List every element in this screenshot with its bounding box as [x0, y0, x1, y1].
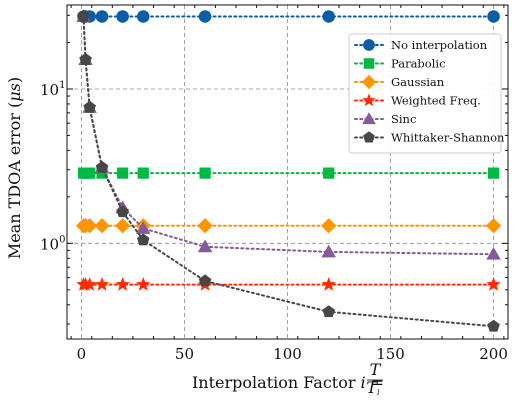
legend-entry-no-interpolation: No interpolation [354, 38, 488, 52]
x-tick-label: 0 [77, 345, 87, 363]
x-tick-label: 100 [273, 345, 302, 363]
data-point [198, 10, 212, 23]
data-point [94, 218, 110, 234]
legend-marker [363, 58, 375, 69]
data-point [115, 277, 130, 291]
data-point [115, 218, 131, 234]
axes-frame [66, 4, 509, 340]
data-point [136, 277, 151, 291]
y-tick-label: 100 [40, 234, 65, 253]
x-axis-label-fraction: T Ti [366, 360, 383, 397]
data-point [95, 160, 109, 173]
legend-marker [361, 74, 377, 90]
y-axis-label: Mean TDOA error (μs) [5, 77, 24, 259]
series-layer [75, 9, 502, 332]
legend-marker [363, 39, 375, 51]
data-point [83, 100, 96, 113]
data-point [136, 233, 150, 246]
data-point [116, 10, 129, 23]
data-point [95, 10, 109, 23]
tick-labels: 0 50 100 150 200 100 101 [40, 80, 508, 363]
series-line [82, 15, 495, 328]
legend-label: Parabolic [391, 57, 446, 71]
data-point [135, 221, 151, 234]
legend-entry-gaussian: Gaussian [354, 74, 445, 90]
data-point [94, 277, 110, 291]
data-point [485, 218, 502, 234]
data-point [137, 167, 149, 179]
legend-marker [363, 131, 375, 143]
data-point [82, 277, 97, 291]
legend-entry-sinc: Sinc [354, 112, 416, 126]
data-point [117, 167, 129, 179]
data-point [486, 277, 501, 291]
series-weighted-freq [76, 277, 501, 291]
x-tick-label: 50 [175, 345, 194, 363]
data-point [197, 239, 213, 253]
data-point [322, 10, 335, 23]
x-axis-label: Interpolation Factor i = [192, 373, 384, 392]
data-point [323, 167, 335, 179]
data-point [84, 167, 96, 179]
legend-marker [362, 112, 376, 125]
legend-label: Sinc [391, 112, 416, 126]
legend: No interpolation Parabolic Gaussian Weighte… [348, 33, 505, 154]
series-whittaker-shannon [77, 9, 500, 332]
data-point [487, 10, 500, 23]
plot-frame [66, 4, 509, 340]
legend-entry-parabolic: Parabolic [354, 57, 446, 71]
data-point [486, 246, 501, 260]
data-point [321, 244, 336, 258]
series-no-interpolation [77, 10, 500, 23]
y-tick-label: 101 [40, 80, 65, 99]
data-point [197, 218, 213, 234]
data-point [321, 277, 336, 291]
legend-label: Weighted Freq. [391, 94, 481, 108]
legend-label: Gaussian [391, 75, 445, 89]
data-point [321, 218, 337, 234]
legend-entry-whittaker-shannon: Whittaker-Shannon [354, 131, 505, 145]
data-point [487, 319, 500, 332]
x-tick-label: 150 [376, 345, 405, 363]
legend-entry-weighted-freq: Weighted Freq. [354, 93, 481, 108]
legend-label: No interpolation [391, 38, 488, 52]
data-point [82, 218, 98, 234]
data-point [487, 167, 500, 179]
data-point [136, 10, 150, 23]
x-label-fraction-denominator: Ti [366, 378, 380, 397]
legend-box [348, 33, 502, 154]
data-point [77, 9, 90, 22]
data-point [322, 305, 335, 318]
legend-marker [362, 93, 376, 107]
series-parabolic [77, 167, 500, 179]
data-point [198, 274, 212, 287]
legend-label: Whittaker-Shannon [391, 131, 505, 145]
series-gaussian [75, 218, 502, 234]
data-point [79, 53, 92, 65]
x-tick-label: 200 [479, 345, 508, 363]
data-point [116, 205, 129, 218]
x-label-fraction-numerator: T [370, 360, 382, 379]
data-point [96, 167, 108, 179]
data-point [199, 167, 211, 179]
